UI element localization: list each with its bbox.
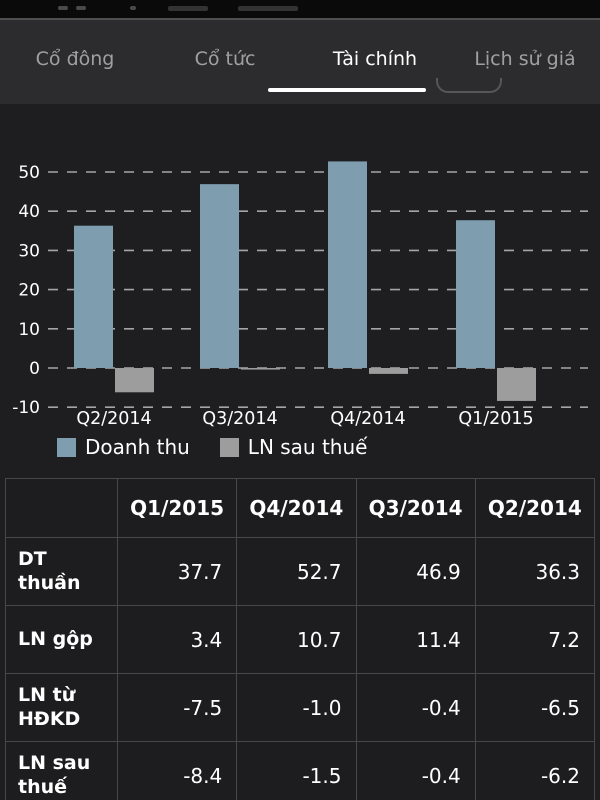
table-row-ln-tu-hdkd: LN từ HĐKD -7.5 -1.0 -0.4 -6.5 [5, 673, 596, 742]
cell-ln-sau-thue-q4-2014: -1.5 [236, 741, 357, 800]
table-row-ln-sau-thue: LN sau thuế -8.4 -1.5 -0.4 -6.2 [5, 741, 596, 800]
bar-doanh-thu-q4-2014 [328, 161, 367, 368]
row-label-ln-tu-hdkd: LN từ HĐKD [5, 673, 118, 742]
cell-ln-sau-thue-q2-2014: -6.2 [474, 741, 596, 800]
cell-dt-thuan-q1-2015: 37.7 [116, 537, 238, 606]
bar-ln-sau-thue-q2-2014 [115, 368, 154, 393]
legend-label-profit: LN sau thuế [247, 435, 368, 459]
table-row-dt-thuan: DT thuần 37.7 52.7 46.9 36.3 [5, 537, 596, 606]
revenue-swatch-icon [57, 437, 76, 457]
header-q1-2015: Q1/2015 [116, 478, 238, 538]
legend-item-profit: LN sau thuế [219, 435, 368, 459]
bar-chart-canvas: 50 40 30 20 10 0 -10 Q2/2014 Q3/2014 Q4/2014 Q1/20… [12, 161, 588, 429]
window-top-cutoff-strip [0, 0, 600, 18]
y-tick-30: 30 [18, 241, 40, 261]
cutoff-text-remnant [168, 6, 208, 11]
cell-ln-tu-hdkd-q3-2014: -0.4 [355, 673, 476, 742]
header-empty-cell [5, 478, 118, 538]
tab-lich-su-gia[interactable]: Lịch sử giá [474, 48, 576, 70]
cutoff-text-remnant [58, 6, 68, 10]
y-tick-20: 20 [18, 281, 40, 301]
cell-ln-sau-thue-q1-2015: -8.4 [116, 741, 238, 800]
cell-dt-thuan-q3-2014: 46.9 [355, 537, 476, 606]
cell-ln-gop-q4-2014: 10.7 [236, 605, 357, 674]
chart-legend: Doanh thu LN sau thuế [57, 430, 600, 464]
cell-ln-gop-q2-2014: 7.2 [474, 605, 596, 674]
table-header-row: Q1/2015 Q4/2014 Q3/2014 Q2/2014 [5, 478, 596, 538]
bar-doanh-thu-q3-2014 [200, 184, 239, 368]
tab-ripple-outline [436, 78, 502, 93]
row-label-ln-sau-thue: LN sau thuế [5, 741, 118, 800]
x-label-2: Q4/2014 [330, 409, 405, 429]
quarterly-bar-chart: 50 40 30 20 10 0 -10 Q2/2014 Q3/2014 Q4/2014 Q1/20… [0, 104, 600, 430]
row-label-ln-gop: LN gộp [5, 605, 118, 674]
tab-co-dong[interactable]: Cổ đông [35, 48, 115, 70]
legend-label-revenue: Doanh thu [85, 435, 190, 459]
bar-doanh-thu-q1-2015 [456, 220, 495, 368]
active-tab-indicator [268, 88, 426, 92]
cell-ln-gop-q1-2015: 3.4 [116, 605, 238, 674]
cell-ln-sau-thue-q3-2014: -0.4 [355, 741, 476, 800]
table-row-ln-gop: LN gộp 3.4 10.7 11.4 7.2 [5, 605, 596, 674]
profit-swatch-icon [219, 437, 239, 457]
bar-ln-sau-thue-q1-2015 [497, 368, 536, 401]
bar-ln-sau-thue-q3-2014 [241, 368, 280, 370]
cutoff-text-remnant [238, 6, 298, 11]
tab-tai-chinh[interactable]: Tài chính [332, 48, 418, 70]
x-label-3: Q1/2015 [458, 409, 533, 429]
y-tick-40: 40 [18, 202, 40, 222]
cell-ln-tu-hdkd-q1-2015: -7.5 [116, 673, 238, 742]
x-label-1: Q3/2014 [202, 409, 277, 429]
cell-dt-thuan-q2-2014: 36.3 [474, 537, 596, 606]
x-label-0: Q2/2014 [76, 409, 151, 429]
legend-item-revenue: Doanh thu [57, 435, 190, 459]
y-tick-50: 50 [18, 163, 40, 183]
row-label-dt-thuan: DT thuần [5, 537, 118, 606]
y-tick-10: 10 [18, 320, 40, 340]
header-q2-2014: Q2/2014 [474, 478, 596, 538]
y-tick--10: -10 [12, 398, 40, 418]
cell-ln-tu-hdkd-q2-2014: -6.5 [474, 673, 596, 742]
tab-co-tuc[interactable]: Cổ tức [194, 48, 256, 70]
financials-table: Q1/2015 Q4/2014 Q3/2014 Q2/2014 DT thuần… [5, 478, 596, 800]
cell-dt-thuan-q4-2014: 52.7 [236, 537, 357, 606]
bar-ln-sau-thue-q4-2014 [369, 368, 408, 374]
header-q3-2014: Q3/2014 [355, 478, 476, 538]
header-q4-2014: Q4/2014 [236, 478, 357, 538]
bar-doanh-thu-q2-2014 [74, 225, 113, 368]
cell-ln-gop-q3-2014: 11.4 [355, 605, 476, 674]
cutoff-text-remnant [76, 6, 86, 10]
cell-ln-tu-hdkd-q4-2014: -1.0 [236, 673, 357, 742]
tab-bar: Cổ đông Cổ tức Tài chính Lịch sử giá [0, 18, 600, 104]
cutoff-text-remnant [130, 6, 136, 10]
y-tick-0: 0 [29, 359, 40, 379]
